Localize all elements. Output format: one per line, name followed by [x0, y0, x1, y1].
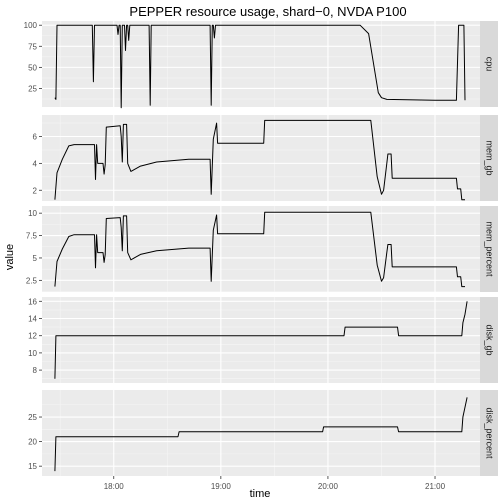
series-line-disk_gb [54, 301, 468, 379]
panel-cpu: 25 50 75 100 cpu [24, 21, 498, 109]
panel-disk_percent: 15 20 25 disk_percent [28, 390, 498, 476]
y-tick-label: 10 [28, 349, 37, 358]
panel-background [42, 115, 480, 201]
y-tick-label: 2 [33, 186, 38, 195]
series-line-disk_percent [54, 397, 468, 472]
y-tick-label: 2.5 [26, 276, 38, 285]
x-tick-label: 20:00 [318, 482, 339, 491]
panel-mem_percent: 2.5 5 7.5 10 mem_percent [26, 206, 498, 292]
y-tick-label: 25 [28, 84, 37, 93]
y-tick-label: 7.5 [26, 232, 38, 241]
chart-title: PEPPER resource usage, shard−0, NVDA P10… [129, 4, 406, 19]
x-tick-label: 19:00 [211, 482, 232, 491]
facet-label-mem_percent: mem_percent [485, 221, 495, 277]
facet-label-disk_percent: disk_percent [485, 407, 495, 459]
facet-label-disk_gb: disk_gb [485, 324, 495, 355]
x-axis: 18:00 19:00 20:00 21:00 [104, 476, 446, 491]
y-tick-label: 16 [28, 297, 37, 306]
y-tick-label: 14 [28, 315, 37, 324]
facet-strip [480, 297, 498, 383]
x-axis-title: time [250, 488, 271, 500]
panel-background [42, 21, 480, 107]
x-tick-label: 21:00 [425, 482, 446, 491]
y-tick-label: 75 [28, 42, 37, 51]
panel-background [42, 297, 480, 383]
panel-mem_gb: 2 4 6 mem_gb [33, 115, 498, 201]
facet-panels: 25 50 75 100 cpu 2 4 6 mem_gb 2.5 5 7.5 10 mem_percen… [24, 21, 498, 476]
facet-strip [480, 115, 498, 201]
y-tick-label: 5 [33, 254, 38, 263]
facet-label-cpu: cpu [485, 57, 495, 72]
x-tick-label: 18:00 [104, 482, 125, 491]
panel-background [42, 390, 480, 476]
y-tick-label: 25 [28, 413, 37, 422]
y-tick-label: 20 [28, 438, 37, 447]
y-tick-label: 15 [28, 462, 37, 471]
facet-strip [480, 206, 498, 292]
facet-strip [480, 21, 498, 107]
y-tick-label: 6 [33, 133, 38, 142]
panel-disk_gb: 8 10 12 14 16 disk_gb [28, 297, 498, 383]
y-tick-label: 12 [28, 332, 37, 341]
series-line-mem_gb [54, 119, 465, 201]
y-tick-label: 8 [33, 366, 38, 375]
y-tick-label: 4 [33, 159, 38, 168]
panel-background [42, 206, 480, 292]
y-tick-label: 50 [28, 63, 37, 72]
y-tick-label: 10 [28, 209, 37, 218]
facet-label-mem_gb: mem_gb [485, 140, 495, 175]
y-axis-title: value [4, 244, 16, 270]
series-line-cpu [54, 24, 466, 109]
y-tick-label: 100 [24, 21, 38, 30]
series-line-mem_percent [54, 211, 465, 288]
facet-strip [480, 390, 498, 476]
